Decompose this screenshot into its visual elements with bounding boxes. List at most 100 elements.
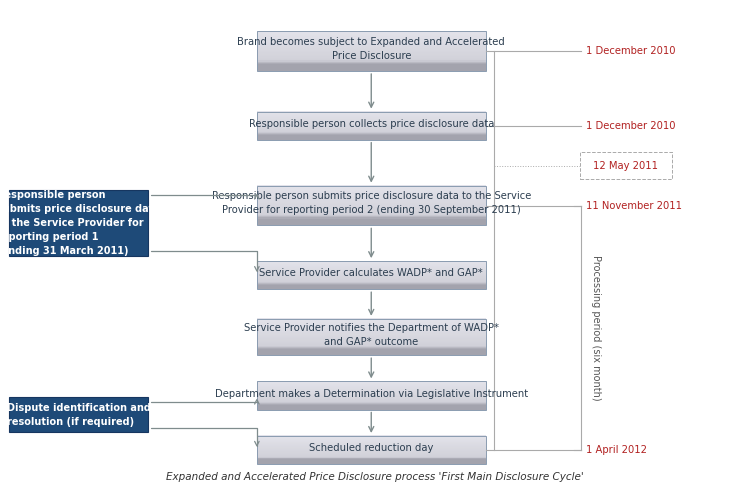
Text: Department makes a Determination via Legislative Instrument: Department makes a Determination via Leg… [214,389,528,399]
Bar [256,217,485,219]
Bar [256,394,485,395]
Bar [256,266,485,268]
Bar [256,354,485,355]
Bar [256,267,485,268]
Bar [256,200,485,202]
Bar [256,449,485,450]
Bar [256,437,485,439]
Bar [256,120,485,122]
Bar [256,353,485,354]
Bar [256,283,485,284]
Bar [256,460,485,461]
Bar [256,192,485,193]
Bar [256,216,485,218]
Bar [256,445,485,446]
Bar [256,132,485,133]
Bar [256,457,485,458]
Bar [256,262,485,263]
Bar [256,346,485,348]
Bar [256,64,485,66]
Bar [256,443,485,444]
Bar [256,392,485,393]
Bar [256,55,485,56]
Bar [256,127,485,129]
Bar [256,223,485,224]
Bar [256,407,485,409]
Bar [256,278,485,279]
Bar [256,320,485,322]
Bar [256,406,485,408]
Bar [256,277,485,278]
Bar [256,455,485,457]
Bar [256,405,485,407]
Bar [256,275,485,276]
Bar [256,51,485,53]
Bar [256,137,485,139]
Text: 12 May 2011: 12 May 2011 [593,161,658,170]
Bar [256,224,485,225]
Bar [256,203,485,204]
Bar [256,287,485,288]
Bar [256,386,485,387]
Bar [256,65,485,67]
Bar [256,272,485,273]
Bar [256,335,485,337]
Bar [256,397,485,398]
Text: Processing period (six month): Processing period (six month) [591,255,601,401]
Bar [256,57,485,59]
Bar [256,388,485,390]
Bar [256,402,485,403]
Bar [256,131,485,132]
Bar [256,134,485,136]
Bar [256,351,485,353]
Bar [256,265,485,267]
Bar [256,349,485,350]
Bar [256,207,485,209]
Bar [256,438,485,440]
Bar [256,442,485,443]
Bar [256,264,485,266]
Bar [256,318,485,320]
Bar [256,274,485,275]
Bar [256,384,485,385]
Bar [256,67,485,69]
Bar [256,451,485,453]
Bar [256,190,485,192]
Bar [256,189,485,191]
Bar [256,458,485,459]
Bar [256,393,485,394]
Bar [256,56,485,58]
Bar [256,63,485,64]
Bar [256,218,485,220]
Bar [256,401,485,402]
Bar [256,117,485,118]
Bar [256,118,485,119]
Bar [256,58,485,60]
Text: Service Provider notifies the Department of WADP*
and GAP* outcome: Service Provider notifies the Department… [244,323,499,347]
Bar [256,396,485,397]
Bar [256,408,485,410]
Bar [256,132,485,134]
Bar [256,332,485,333]
Bar [256,280,485,281]
Bar [256,348,485,349]
Bar [256,221,485,223]
Bar [256,387,485,388]
Bar [256,339,485,341]
Bar [256,204,485,206]
Bar [256,116,485,117]
Bar [256,459,485,460]
Bar [256,128,485,130]
Text: 1 December 2010: 1 December 2010 [586,46,676,56]
Bar [256,130,485,131]
Bar [256,187,485,189]
Bar [256,324,485,326]
Bar [256,262,485,264]
Bar [256,197,485,199]
Bar [256,282,485,283]
Bar [256,270,485,271]
Bar [256,333,485,335]
Bar [256,31,485,33]
Bar [256,133,485,135]
Bar [256,212,485,213]
